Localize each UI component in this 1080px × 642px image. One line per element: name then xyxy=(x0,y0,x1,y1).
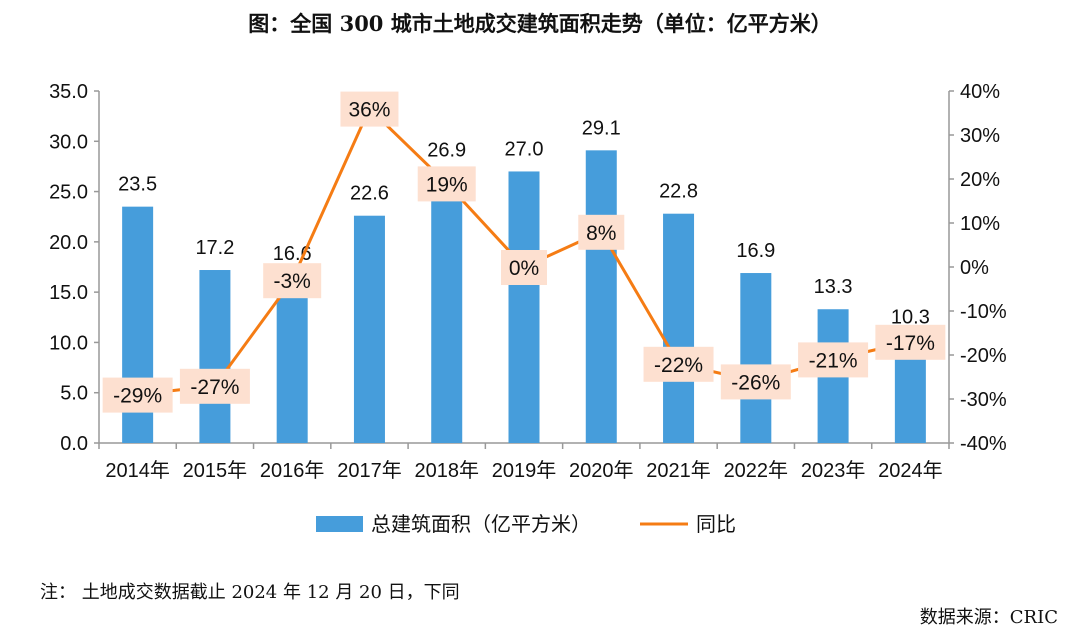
x-tick-label: 2016年 xyxy=(260,459,325,482)
left-tick-label: 0.0 xyxy=(60,433,88,455)
bar-data-label: 22.8 xyxy=(659,181,698,203)
right-tick-label: -20% xyxy=(960,345,1007,367)
line-data-label: 8% xyxy=(586,222,616,245)
line-data-label: 19% xyxy=(426,173,468,196)
bar xyxy=(585,150,617,443)
legend-line-label: 同比 xyxy=(696,513,736,536)
x-tick-label: 2022年 xyxy=(724,459,789,482)
line-label-bg xyxy=(340,91,399,127)
chart-title: 图：全国 300 城市土地成交建筑面积走势（单位：亿平方米） xyxy=(248,11,832,36)
x-tick-label: 2017年 xyxy=(337,459,402,482)
bar-data-label: 23.5 xyxy=(118,174,157,196)
x-tick-label: 2024年 xyxy=(878,459,943,482)
right-tick-label: 10% xyxy=(960,213,1000,235)
right-tick-label: -30% xyxy=(960,389,1007,411)
left-tick-label: 20.0 xyxy=(49,232,88,254)
bar-data-label: 10.3 xyxy=(891,306,930,328)
x-tick-label: 2020年 xyxy=(569,459,634,482)
line-label-bg xyxy=(798,342,869,378)
right-tick-label: 40% xyxy=(960,81,1000,103)
line-data-label: -22% xyxy=(654,354,703,377)
line-data-label: -3% xyxy=(274,270,311,293)
legend-bar-label: 总建筑面积（亿平方米） xyxy=(371,513,591,536)
bar-data-label: 13.3 xyxy=(814,276,853,298)
x-tick-label: 2014年 xyxy=(105,459,170,482)
right-tick-label: -10% xyxy=(960,301,1007,323)
line-label-bg xyxy=(501,250,547,285)
right-tick-label: 30% xyxy=(960,125,1000,147)
left-tick-label: 5.0 xyxy=(60,383,88,405)
left-tick-label: 25.0 xyxy=(49,182,88,204)
left-tick-label: 30.0 xyxy=(49,131,88,153)
line-label-bg xyxy=(643,346,714,382)
bar xyxy=(431,172,463,443)
bar-data-label: 29.1 xyxy=(582,117,621,139)
line-label-bg xyxy=(720,364,791,400)
footnote: 注： 土地成交数据截止 2024 年 12 月 20 日，下同 xyxy=(40,582,460,603)
right-tick-label: 0% xyxy=(960,257,989,279)
bar xyxy=(740,273,772,443)
left-tick-label: 15.0 xyxy=(49,282,88,304)
right-tick-label: -40% xyxy=(960,433,1007,455)
x-tick-label: 2021年 xyxy=(646,459,711,482)
line-label-bg xyxy=(875,324,946,360)
bar xyxy=(508,171,540,443)
line-data-label: 36% xyxy=(348,99,390,122)
bar-data-label: 27.0 xyxy=(505,138,544,160)
line-data-label: -26% xyxy=(731,371,780,394)
legend-bar-swatch xyxy=(316,516,363,532)
line-label-bg xyxy=(417,166,476,202)
right-tick-label: 20% xyxy=(960,169,1000,191)
x-tick-label: 2015年 xyxy=(183,459,248,482)
line-data-label: -29% xyxy=(113,385,162,408)
bar xyxy=(353,215,385,443)
line-label-bg xyxy=(102,377,173,413)
source-note: 数据来源：CRIC xyxy=(919,607,1058,628)
line-label-bg xyxy=(179,368,250,404)
line-data-label: -27% xyxy=(190,376,239,399)
bar-data-label: 16.9 xyxy=(736,240,775,262)
line-data-label: 0% xyxy=(509,257,539,280)
chart: 0.0 5.0 10.0 15.0 20.0 25.0 30.0 35.0 -40% -30% -2… xyxy=(49,81,1007,536)
bar xyxy=(199,270,231,443)
bar xyxy=(663,213,695,443)
line-label-bg xyxy=(578,214,625,250)
line-data-label: -21% xyxy=(809,349,858,372)
bar-data-label: 22.6 xyxy=(350,183,389,205)
bar xyxy=(276,276,308,443)
line-label-bg xyxy=(263,263,322,299)
left-tick-label: 10.0 xyxy=(49,332,88,354)
x-tick-label: 2023年 xyxy=(801,459,866,482)
bar-data-label: 26.9 xyxy=(427,139,466,161)
line-data-label: -17% xyxy=(886,332,935,355)
x-tick-label: 2019年 xyxy=(492,459,557,482)
bar-data-label: 17.2 xyxy=(195,237,234,259)
left-tick-label: 35.0 xyxy=(49,81,88,103)
x-tick-label: 2018年 xyxy=(414,459,479,482)
